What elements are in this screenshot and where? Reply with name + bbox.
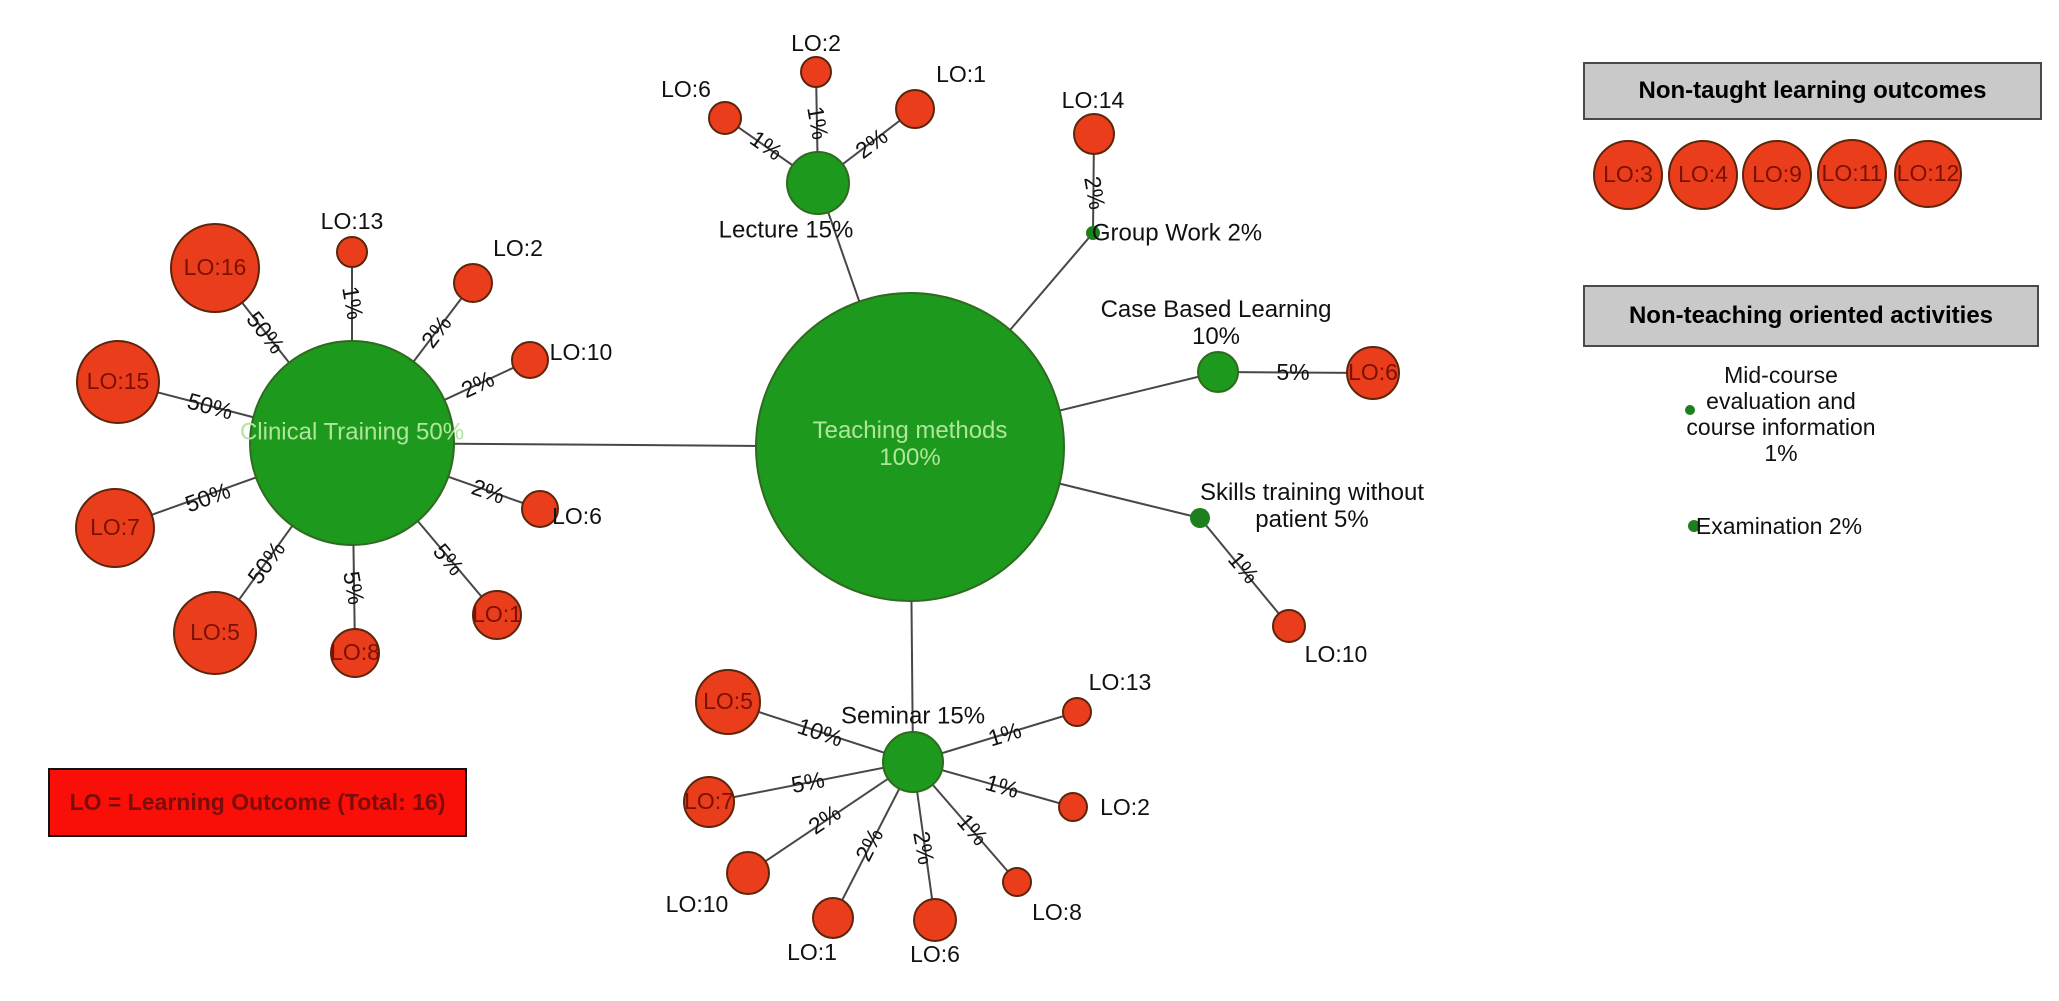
- node-clinical-lo-1: [472, 590, 522, 640]
- label-clinical-lo-13: LO:13: [320, 208, 384, 235]
- node-clinical-lo-10: [511, 341, 549, 379]
- node-seminar-lo-1: [812, 897, 854, 939]
- hub-cbl-circle: [1197, 351, 1239, 393]
- label-seminar-lo-7: LO:7: [684, 788, 734, 815]
- node-skills-lo-10: [1272, 609, 1306, 643]
- label-groupwork-lo-14: LO:14: [1061, 87, 1125, 114]
- label-clinical-lo-2: LO:2: [493, 235, 543, 262]
- panel-non-teaching-title: Non-teaching oriented activities: [1628, 302, 1994, 329]
- hub-lecture-circle: [786, 151, 850, 215]
- label-skills-lo-10: LO:10: [1304, 641, 1368, 668]
- label-non-taught-lo-3: LO:3: [1603, 161, 1653, 188]
- node-seminar-lo-13: [1062, 697, 1092, 727]
- label-hub-seminar: Seminar 15%: [840, 702, 986, 730]
- edge-seminar-lo-7: [708, 761, 914, 803]
- label-hub-groupwork: Group Work 2%: [1091, 219, 1263, 247]
- label-seminar-lo-13: LO:13: [1088, 669, 1152, 696]
- node-seminar-lo-8: [1002, 867, 1032, 897]
- examination-label: Examination 2%: [1695, 513, 1863, 539]
- hub-clinical-circle: [249, 340, 455, 546]
- panel-non-taught-header: Non-taught learning outcomes: [1583, 62, 2042, 120]
- label-hub-teaching: Teaching methods 100%: [812, 417, 1008, 471]
- node-groupwork-lo-14: [1073, 113, 1115, 155]
- node-clinical-lo-13: [336, 236, 368, 268]
- label-clinical-lo-10: LO:10: [549, 339, 613, 366]
- node-seminar-lo-6: [913, 898, 957, 942]
- node-clinical-lo-5: [173, 591, 257, 675]
- node-clinical-lo-16: [170, 223, 260, 313]
- legend-label: LO = Learning Outcome (Total: 16): [69, 789, 446, 815]
- pct-clinical-lo-13: 1%: [337, 284, 369, 322]
- node-clinical-lo-7: [75, 488, 155, 568]
- label-non-taught-lo-9: LO:9: [1752, 161, 1802, 188]
- mid-course-evaluation-dot: [1685, 405, 1695, 415]
- node-lecture-lo-2: [800, 56, 832, 88]
- label-hub-skills: Skills training without patient 5%: [1199, 479, 1425, 533]
- panel-non-taught-title: Non-taught learning outcomes: [1638, 77, 1987, 104]
- label-non-taught-lo-11: LO:11: [1821, 160, 1883, 187]
- node-clinical-lo-2: [453, 263, 493, 303]
- label-clinical-lo-8: LO:8: [330, 639, 380, 666]
- node-non-taught-lo-12: [1894, 140, 1962, 208]
- node-lecture-lo-6: [708, 101, 742, 135]
- label-clinical-lo-6: LO:6: [552, 503, 602, 530]
- label-lecture-lo-6: LO:6: [661, 76, 711, 103]
- examination-dot: [1688, 520, 1700, 532]
- node-seminar-lo-10: [726, 851, 770, 895]
- node-non-taught-lo-9: [1742, 140, 1812, 210]
- label-clinical-lo-15: LO:15: [86, 368, 150, 395]
- node-clinical-lo-8: [330, 628, 380, 678]
- label-hub-cbl: Case Based Learning 10%: [1100, 296, 1332, 350]
- hub-seminar-circle: [882, 731, 944, 793]
- label-hub-clinical: Clinical Training 50%: [239, 418, 465, 446]
- edge-seminar-lo-10: [747, 761, 914, 874]
- pct-lecture-lo-2: 1%: [802, 104, 834, 142]
- label-seminar-lo-10: LO:10: [665, 891, 729, 918]
- node-non-taught-lo-4: [1668, 140, 1738, 210]
- label-clinical-lo-16: LO:16: [183, 254, 247, 281]
- pct-cbl-lo-6: 5%: [1276, 359, 1310, 386]
- hub-teaching-circle: [755, 292, 1065, 602]
- node-non-taught-lo-11: [1817, 139, 1887, 209]
- label-seminar-lo-2: LO:2: [1100, 794, 1150, 821]
- label-non-taught-lo-12: LO:12: [1896, 160, 1960, 187]
- node-non-taught-lo-3: [1593, 140, 1663, 210]
- node-clinical-lo-15: [76, 340, 160, 424]
- edge-skills-lo-10: [1199, 517, 1290, 627]
- pct-seminar-lo-6: 2%: [908, 829, 940, 867]
- node-seminar-lo-5: [695, 669, 761, 735]
- label-seminar-lo-6: LO:6: [910, 941, 960, 968]
- label-lecture-lo-2: LO:2: [791, 30, 841, 57]
- pct-clinical-lo-8: 5%: [338, 569, 370, 607]
- mid-course-evaluation-label: Mid-course evaluation and course informati…: [1686, 362, 1876, 466]
- label-clinical-lo-1: LO:1: [472, 601, 522, 628]
- hub-skills-dot: [1190, 508, 1210, 528]
- pct-groupwork-lo-14: 2%: [1079, 174, 1111, 212]
- label-clinical-lo-7: LO:7: [90, 514, 140, 541]
- node-seminar-lo-2: [1058, 792, 1088, 822]
- label-clinical-lo-5: LO:5: [190, 619, 240, 646]
- legend-box: LO = Learning Outcome (Total: 16): [48, 768, 467, 837]
- node-seminar-lo-7: [683, 776, 735, 828]
- node-lecture-lo-1: [895, 89, 935, 129]
- label-lecture-lo-1: LO:1: [936, 61, 986, 88]
- label-seminar-lo-5: LO:5: [703, 688, 753, 715]
- node-cbl-lo-6: [1346, 346, 1400, 400]
- hub-groupwork-dot: [1086, 226, 1100, 240]
- node-clinical-lo-6: [521, 490, 559, 528]
- label-cbl-lo-6: LO:6: [1348, 359, 1398, 386]
- label-seminar-lo-8: LO:8: [1032, 899, 1082, 926]
- label-hub-lecture: Lecture 15%: [718, 216, 854, 244]
- panel-non-teaching-header: Non-teaching oriented activities: [1583, 285, 2039, 347]
- label-seminar-lo-1: LO:1: [787, 939, 837, 966]
- label-non-taught-lo-4: LO:4: [1678, 161, 1728, 188]
